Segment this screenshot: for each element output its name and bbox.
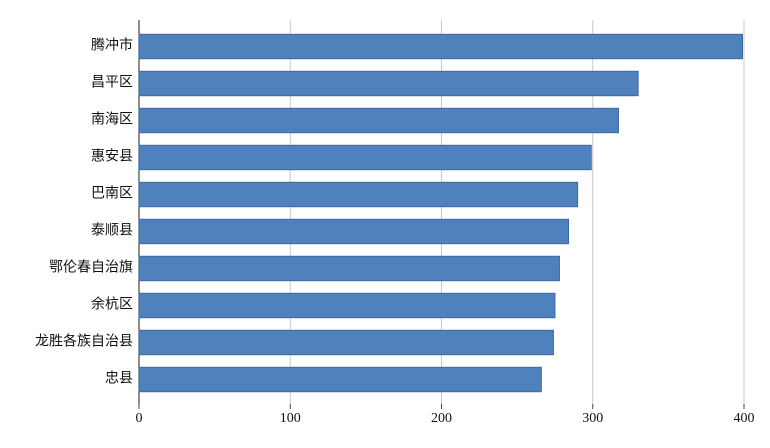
- y-tick-label: 腾冲市: [91, 37, 133, 54]
- y-tick-label: 南海区: [91, 112, 133, 128]
- bar: [138, 107, 619, 134]
- y-tick-label: 余杭区: [91, 296, 133, 313]
- bar: [138, 292, 556, 319]
- x-tick-label: 200: [431, 411, 452, 426]
- bar: [138, 329, 554, 356]
- y-tick-label: 鄂伦春自治旗: [49, 260, 133, 276]
- y-tick-label: 忠县: [105, 371, 133, 387]
- bar: [138, 33, 743, 60]
- y-tick-label: 昌平区: [91, 75, 133, 91]
- y-tick-label: 龙胜各族自治县: [35, 334, 133, 350]
- bar: [138, 70, 639, 97]
- x-tick-label: 400: [734, 411, 755, 426]
- bar: [138, 218, 570, 245]
- x-tick-label: 100: [280, 411, 301, 426]
- y-tick-label: 巴南区: [91, 186, 133, 202]
- bar: [138, 181, 579, 208]
- y-tick-label: 惠安县: [91, 149, 133, 165]
- x-tick-label: 0: [136, 411, 143, 426]
- bar: [138, 255, 560, 282]
- bar: [138, 144, 592, 171]
- y-tick-label: 泰顺县: [91, 223, 133, 239]
- bar: [138, 366, 542, 393]
- x-tick-label: 300: [582, 411, 603, 426]
